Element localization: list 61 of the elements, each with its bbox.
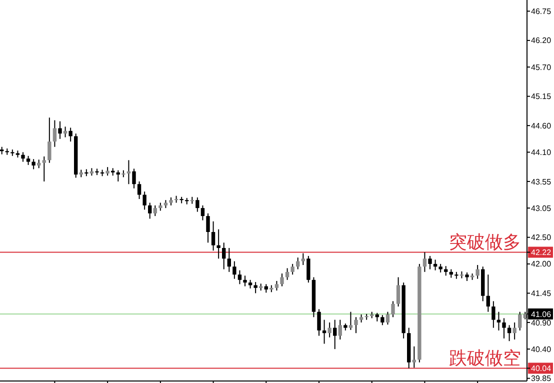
candlestick [26, 155, 30, 166]
candlestick [48, 117, 52, 164]
y-tick-label: 41.06 [531, 310, 552, 319]
text: 46.20 [531, 36, 552, 46]
candlestick [322, 319, 326, 344]
candlestick [42, 156, 46, 182]
text: 43.55 [531, 177, 552, 186]
candlestick [32, 158, 36, 170]
candlestick [354, 316, 358, 334]
candlestick [206, 212, 210, 244]
candlestick [227, 247, 231, 272]
ref-line-label: 跌破做空 [449, 348, 521, 368]
candlestick [132, 168, 136, 189]
candlestick [153, 204, 157, 217]
text: 45.70 [531, 62, 552, 72]
candlestick [391, 300, 395, 318]
candlestick [502, 318, 506, 339]
candlestick [333, 319, 337, 350]
candlestick [518, 311, 522, 331]
text: 41.45 [531, 289, 552, 298]
candlestick [428, 255, 432, 270]
candlestick [380, 314, 384, 326]
candlestick [486, 274, 490, 312]
ref-line-label: 突破做多 [449, 232, 521, 252]
text: 42.50 [531, 233, 552, 242]
candlestick [444, 266, 448, 276]
candlestick [290, 263, 294, 276]
y-tick-label: 42.22 [531, 248, 552, 258]
candlestick [148, 202, 152, 220]
candlestick [496, 311, 501, 331]
candlestick [433, 259, 438, 271]
y-tick-label: 40.04 [531, 364, 552, 374]
candlestick [142, 191, 146, 210]
candlestick [243, 275, 247, 287]
text: 43.05 [531, 204, 552, 213]
candlestick [306, 255, 310, 284]
candlestick [216, 228, 220, 260]
candlestick [137, 180, 142, 200]
candlestick [274, 280, 279, 292]
text: 45.15 [531, 92, 552, 102]
candlestick [492, 300, 496, 328]
candlestick [232, 260, 236, 280]
text: 40.90 [531, 318, 552, 328]
candlestick [412, 346, 416, 368]
candlestick [238, 270, 242, 285]
candlestick [196, 196, 200, 212]
candlestick [58, 120, 62, 140]
candlestick [211, 220, 216, 252]
candlestick [200, 204, 205, 221]
candlestick [68, 127, 72, 142]
text: 44.10 [531, 148, 552, 157]
candlestick [254, 282, 258, 294]
text: 39.85 [531, 374, 552, 383]
candlestick [222, 242, 226, 270]
text: 42.00 [531, 260, 552, 269]
text: 40.40 [531, 344, 552, 354]
text: 46.75 [531, 6, 552, 16]
candlestick [21, 152, 25, 162]
candlestick [280, 273, 284, 287]
candlestick [317, 308, 321, 336]
text: 44.60 [531, 121, 552, 130]
